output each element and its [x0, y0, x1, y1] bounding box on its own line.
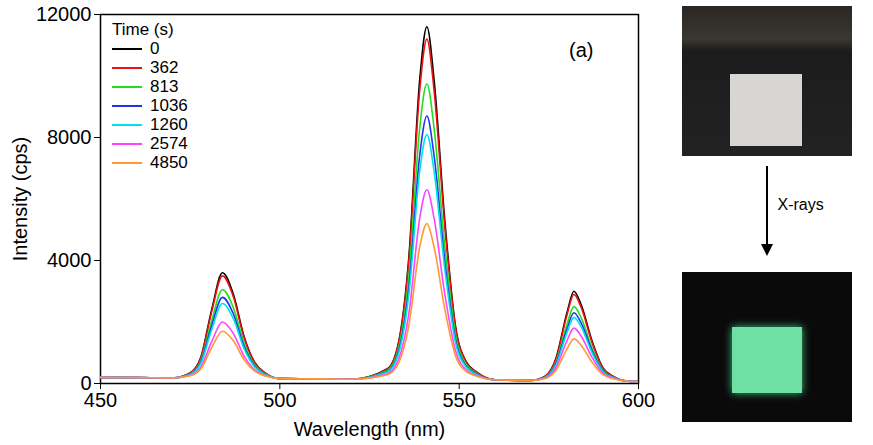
svg-text:450: 450: [84, 389, 117, 411]
svg-text:550: 550: [442, 389, 475, 411]
svg-text:Wavelength (nm): Wavelength (nm): [294, 418, 446, 440]
svg-text:Intensity (cps): Intensity (cps): [9, 137, 31, 261]
html-text:Time (s): Time (s): [112, 20, 174, 39]
svg-text:600: 600: [622, 389, 655, 411]
svg-text:(a): (a): [569, 39, 593, 61]
svg-text:12000: 12000: [36, 3, 92, 25]
svg-text:0: 0: [80, 371, 92, 394]
svg-text:4000: 4000: [47, 249, 92, 271]
html-text:1260: 1260: [150, 115, 188, 134]
html-text:1036: 1036: [150, 96, 188, 115]
svg-text:500: 500: [263, 389, 296, 411]
html-text:X-rays: X-rays: [777, 196, 824, 213]
html-text:362: 362: [150, 58, 179, 77]
html-text:0: 0: [150, 39, 160, 58]
svg-text:8000: 8000: [47, 126, 92, 148]
html-text:813: 813: [150, 77, 179, 96]
html-text:2574: 2574: [150, 134, 188, 153]
html-text:4850: 4850: [150, 153, 188, 172]
